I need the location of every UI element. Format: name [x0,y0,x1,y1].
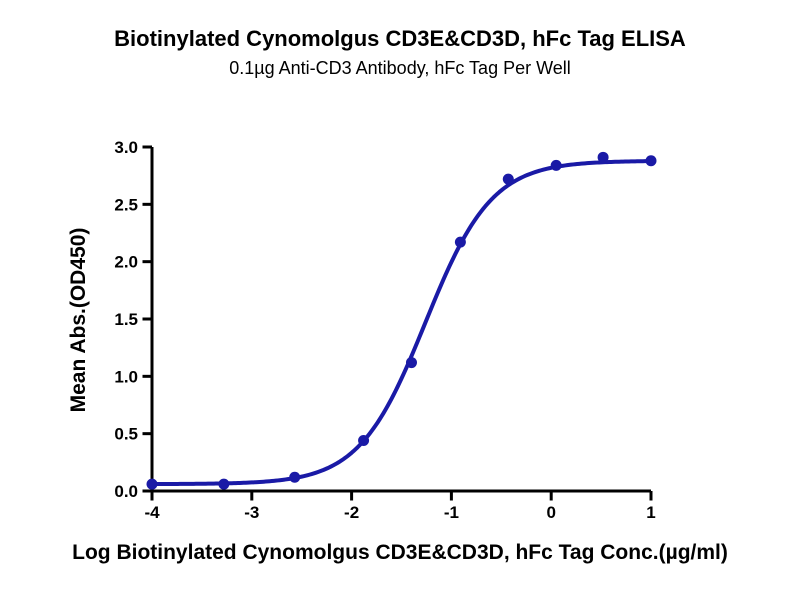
x-tick-label: -1 [444,503,459,522]
x-tick-label: -2 [344,503,359,522]
data-point [358,435,370,447]
x-axis-label: Log Biotinylated Cynomolgus CD3E&CD3D, h… [72,541,728,564]
chart-title: Biotinylated Cynomolgus CD3E&CD3D, hFc T… [114,26,686,51]
data-point [289,471,301,483]
x-tick-label: 1 [646,503,655,522]
y-tick-label: 2.0 [114,253,138,272]
data-point [597,151,609,163]
fit-curve [150,159,653,487]
data-point [454,236,466,248]
data-point [645,155,657,167]
y-tick-label: 3.0 [114,138,138,157]
y-tick-label: 0.5 [114,425,138,444]
y-tick-label: 1.5 [114,310,138,329]
y-tick-label: 0.0 [114,482,138,501]
y-tick-label: 1.0 [114,367,138,386]
data-point [146,478,158,490]
x-tick-label: -4 [144,503,160,522]
x-tick-label: -3 [244,503,259,522]
data-point [502,173,514,185]
chart-subtitle: 0.1µg Anti-CD3 Antibody, hFc Tag Per Wel… [229,58,571,78]
x-tick-label: 0 [546,503,555,522]
y-tick-label: 2.5 [114,195,138,214]
data-point [405,357,417,369]
data-point [218,478,230,490]
data-point [550,159,562,171]
